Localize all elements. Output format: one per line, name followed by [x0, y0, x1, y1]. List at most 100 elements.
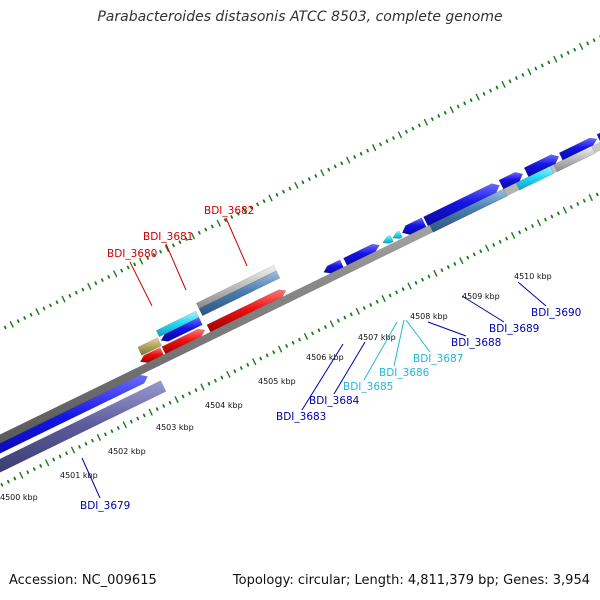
outer-dot-track [264, 200, 265, 202]
leader-line [226, 218, 247, 266]
inner-dot-track [66, 452, 67, 454]
inner-dot-track [512, 233, 515, 238]
outer-dot-track [290, 188, 291, 190]
inner-dot-track [299, 339, 300, 341]
inner-dot-track [267, 355, 268, 357]
outer-dot-track [102, 279, 103, 281]
outer-dot-track [412, 128, 413, 130]
inner-dot-track [474, 254, 475, 256]
outer-dot-track [302, 181, 303, 183]
outer-dot-track [548, 61, 549, 63]
outer-dot-track [393, 137, 394, 139]
inner-dot-track [215, 380, 216, 382]
outer-dot-track [95, 282, 96, 284]
inner-dot-track [493, 244, 494, 246]
inner-dot-track [434, 271, 437, 276]
outer-dot-track [217, 221, 220, 226]
inner-dot-track [247, 364, 248, 366]
outer-dot-track [108, 276, 109, 278]
outer-dot-track [542, 65, 543, 67]
outer-dot-track [476, 94, 479, 99]
inner-dot-track [564, 208, 567, 213]
outer-dot-track [354, 156, 355, 158]
outer-dot-track [128, 267, 129, 269]
outer-dot-track [490, 90, 491, 92]
outer-dot-track [484, 93, 485, 95]
outer-dot-track [380, 143, 381, 145]
inner-dot-track [312, 332, 313, 334]
outer-dot-track [62, 296, 65, 301]
outer-dot-track [419, 125, 420, 127]
inner-dot-track [131, 421, 132, 423]
inner-dot-track [331, 321, 334, 326]
outer-dot-track [31, 314, 32, 316]
outer-dot-track [387, 140, 388, 142]
scale-tick-label: 4504 kbp [205, 401, 243, 410]
inner-dot-track [396, 291, 397, 293]
outer-dot-track [438, 115, 439, 117]
inner-dot-track [227, 372, 230, 377]
genome-map: 4500 kbp4501 kbp4502 kbp4503 kbp4504 kbp… [0, 0, 600, 600]
outer-dot-track [212, 226, 213, 228]
outer-dot-track [205, 229, 206, 231]
inner-dot-track [584, 200, 585, 202]
inner-dot-track [486, 245, 489, 250]
inner-dot-track [460, 258, 463, 263]
outer-dot-track [516, 77, 517, 79]
outer-dot-track [315, 175, 316, 177]
inner-dot-track [538, 220, 541, 225]
inner-dot-track [551, 216, 552, 218]
outer-dot-track [367, 150, 368, 152]
inner-dot-track [571, 206, 572, 208]
scale-tick-label: 4506 kbp [306, 353, 344, 362]
inner-dot-track [196, 389, 197, 391]
outer-dot-track [10, 322, 13, 327]
inner-dot-track [532, 225, 533, 227]
inner-dot-track [40, 465, 41, 467]
outer-dot-track [510, 80, 511, 82]
outer-dot-track [522, 74, 523, 76]
accession-text: Accession: NC_009615 [9, 573, 157, 588]
inner-dot-track [480, 250, 481, 252]
inner-dot-track [545, 219, 546, 221]
inner-dot-track [137, 418, 138, 420]
inner-dot-track [589, 195, 592, 200]
outer-dot-track [450, 107, 453, 112]
inner-dot-track [500, 241, 501, 243]
inner-dot-track [170, 402, 171, 404]
inner-dot-track [351, 313, 352, 315]
inner-dot-track [293, 342, 294, 344]
genome-summary-text: Topology: circular; Length: 4,811,379 bp… [233, 573, 590, 588]
inner-dot-track [279, 346, 282, 351]
gene-label: BDI_3690 [531, 307, 581, 319]
inner-dot-track [370, 304, 371, 306]
inner-dot-track [163, 405, 164, 407]
inner-dot-track [454, 263, 455, 265]
outer-dot-track [425, 120, 428, 125]
outer-dot-track [406, 131, 407, 133]
outer-dot-track [134, 263, 135, 265]
outer-dot-track [173, 244, 174, 246]
inner-dot-track [20, 473, 23, 478]
inner-dot-track [144, 414, 145, 416]
inner-dot-track [98, 435, 101, 440]
inner-dot-track [519, 231, 520, 233]
inner-dot-track [189, 392, 190, 394]
inner-dot-track [14, 478, 15, 480]
outer-dot-track [57, 301, 58, 303]
leader-line [428, 322, 466, 336]
inner-dot-track [183, 396, 184, 398]
gene-label: BDI_3683 [276, 411, 326, 423]
leader-line [130, 262, 152, 306]
inner-dot-track [408, 283, 411, 288]
outer-dot-track [497, 87, 498, 89]
gene-bar [383, 235, 394, 243]
inner-dot-track [441, 269, 442, 271]
inner-dot-track [382, 296, 385, 301]
gene-bar [393, 231, 403, 239]
inner-dot-track [53, 459, 54, 461]
outer-dot-track [160, 251, 161, 253]
inner-dot-track [157, 408, 158, 410]
outer-dot-track [44, 308, 45, 310]
inner-dot-track [221, 377, 222, 379]
